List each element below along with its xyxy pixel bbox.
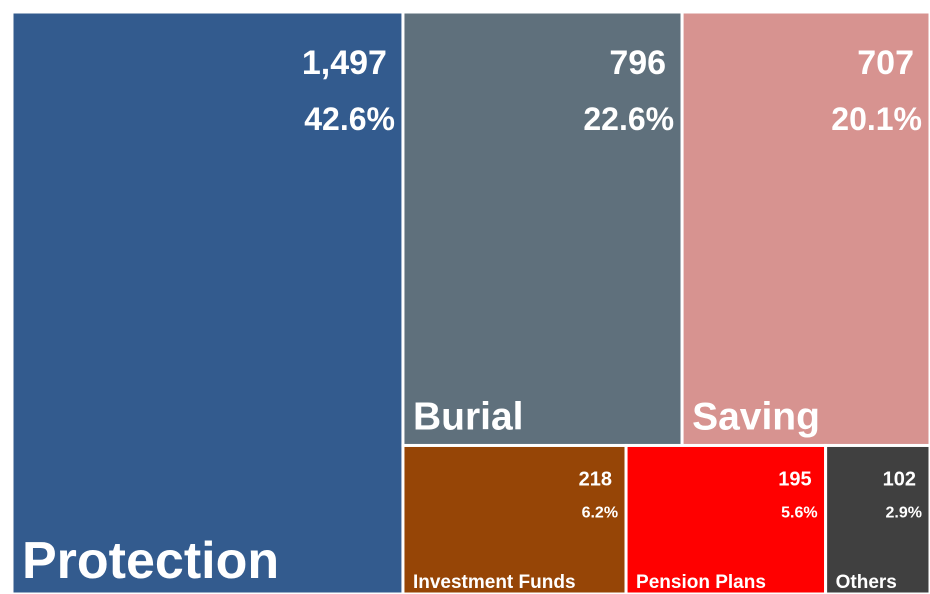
tile — [680, 10, 930, 447]
value-label: 707 — [857, 44, 914, 82]
share-label: 2.9% — [886, 504, 922, 521]
share-label: 6.2% — [582, 504, 618, 521]
share-label: 5.6% — [781, 504, 817, 521]
value-label: 195 — [778, 468, 811, 490]
value-label: 796 — [609, 44, 666, 82]
tile — [824, 443, 930, 594]
share-label: 22.6% — [583, 101, 674, 137]
tile — [624, 443, 828, 594]
value-label: 102 — [883, 468, 916, 490]
category-label: Pension Plans — [636, 572, 766, 593]
category-label: Burial — [413, 395, 524, 438]
category-label: Others — [836, 572, 897, 593]
value-label: 218 — [579, 468, 612, 490]
category-label: Protection — [22, 532, 279, 590]
category-label: Investment Funds — [413, 572, 576, 593]
tile — [401, 10, 684, 447]
share-label: 20.1% — [831, 101, 922, 137]
category-label: Saving — [692, 395, 820, 438]
tile — [10, 10, 405, 594]
value-label: 1,497 — [302, 44, 387, 82]
share-label: 42.6% — [304, 101, 395, 137]
